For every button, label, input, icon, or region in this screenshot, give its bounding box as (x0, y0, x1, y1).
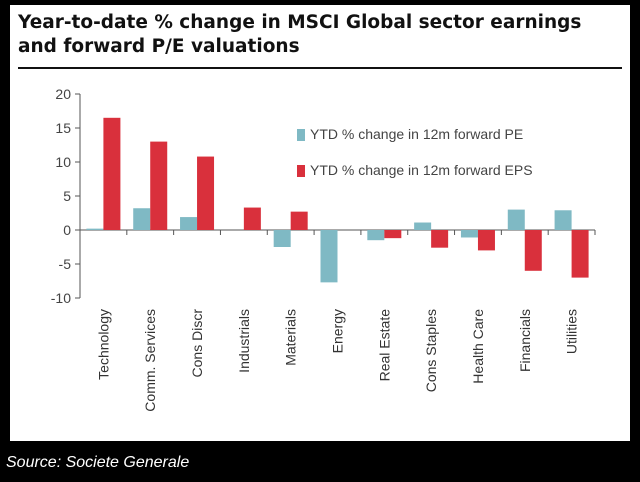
category-label: Technology (95, 309, 111, 380)
category-label: Cons Discr (189, 309, 205, 378)
y-tick-label: -5 (59, 256, 72, 272)
bar-pe-real-estate (367, 230, 385, 241)
y-tick-label: 15 (55, 120, 71, 136)
bar-pe-comm-services (133, 208, 151, 230)
legend-swatch-eps (297, 165, 305, 177)
legend-label-eps: YTD % change in 12m forward EPS (310, 162, 533, 178)
bar-pe-energy (320, 230, 338, 283)
bar-pe-financials (507, 209, 525, 230)
y-tick-label: 20 (55, 86, 71, 102)
category-label: Materials (283, 309, 299, 366)
y-tick-label: -10 (51, 290, 71, 306)
category-label: Cons Staples (423, 309, 439, 392)
bar-pe-utilities (554, 210, 572, 230)
category-label: Health Care (470, 309, 486, 384)
source-caption: Source: Societe Generale (6, 454, 190, 471)
bar-pe-cons-discr (180, 217, 198, 230)
legend-label-pe: YTD % change in 12m forward PE (310, 126, 523, 142)
bar-eps-comm-services (150, 141, 168, 230)
bar-eps-health-care (477, 230, 495, 251)
bar-eps-materials (290, 211, 308, 230)
bar-eps-utilities (571, 230, 589, 278)
category-label: Comm. Services (142, 309, 158, 412)
bar-pe-health-care (460, 230, 478, 238)
chart-legend: YTD % change in 12m forward PE YTD % chan… (297, 126, 533, 178)
bar-eps-cons-staples (431, 230, 449, 248)
x-category-labels: Technology Comm. Services Cons Discr Indust… (95, 309, 579, 412)
bar-eps-financials (524, 230, 542, 271)
legend-swatch-pe (297, 129, 305, 141)
y-tick-label: 10 (55, 154, 71, 170)
bar-pe-materials (273, 230, 291, 247)
category-label: Real Estate (376, 309, 392, 382)
category-label: Industrials (236, 309, 252, 373)
category-label: Utilities (564, 309, 580, 354)
category-label: Energy (330, 309, 346, 353)
y-tick-label: 0 (63, 222, 71, 238)
chart-bars (86, 117, 589, 283)
chart-title: Year-to-date % change in MSCI Global sec… (18, 12, 582, 57)
bar-eps-cons-discr (197, 156, 215, 230)
bar-eps-industrials (243, 207, 261, 230)
bar-eps-technology (103, 117, 121, 230)
y-tick-label: 5 (63, 188, 71, 204)
bar-pe-cons-staples (414, 222, 432, 230)
bar-pe-technology (86, 228, 104, 230)
bar-eps-real-estate (384, 230, 402, 239)
y-tick-labels: 20 15 10 5 0 -5 -10 (51, 86, 71, 306)
category-label: Financials (517, 309, 533, 372)
title-divider (18, 67, 622, 69)
